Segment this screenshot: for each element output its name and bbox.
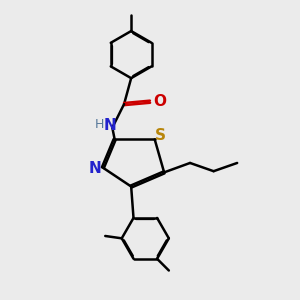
Text: H: H [95,118,104,130]
Text: S: S [155,128,166,143]
Text: N: N [88,161,101,176]
Text: O: O [154,94,166,109]
Text: N: N [103,118,116,133]
